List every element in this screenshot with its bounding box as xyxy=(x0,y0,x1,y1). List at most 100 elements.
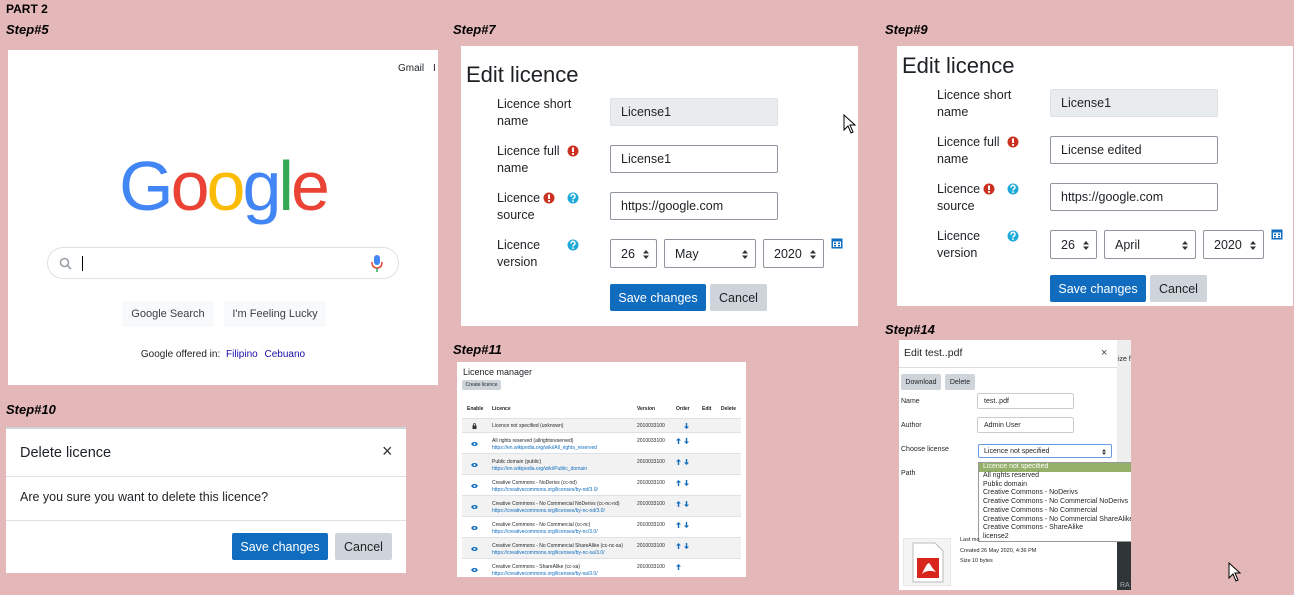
logo-letter: G xyxy=(119,147,173,225)
licence-url[interactable]: https://en.wikipedia.org/wiki/Public_dom… xyxy=(492,466,588,472)
info-label: Size xyxy=(960,558,971,564)
google-search-button[interactable]: Google Search xyxy=(122,301,214,327)
order-arrows[interactable] xyxy=(676,423,692,429)
select-value: 26 xyxy=(1061,237,1075,252)
save-button[interactable]: Save changes xyxy=(610,284,706,311)
mouse-cursor xyxy=(843,114,857,134)
language-link[interactable]: Cebuano xyxy=(264,349,306,360)
search-box[interactable] xyxy=(47,247,399,279)
date-select[interactable]: 2020 xyxy=(763,239,824,268)
order-arrows[interactable] xyxy=(676,522,692,528)
top-link[interactable]: I xyxy=(433,63,436,74)
text-input[interactable]: https://google.com xyxy=(1050,183,1218,211)
caret xyxy=(82,256,83,271)
licence-version: 2010033100 xyxy=(637,438,665,444)
logo-letter: o xyxy=(170,147,210,225)
header: PART 2 xyxy=(6,2,48,16)
license-option[interactable]: Creative Commons - No Commercial NoDeriv… xyxy=(983,498,1129,505)
date-select[interactable]: 26 xyxy=(1050,230,1097,259)
licence-url[interactable]: https://creativecommons.org/licenses/by-… xyxy=(492,571,598,577)
logo-letter: o xyxy=(206,147,246,225)
divider xyxy=(899,367,1117,368)
field-label: Licence version xyxy=(937,229,981,260)
save-button[interactable]: Save changes xyxy=(232,533,328,560)
licence-url[interactable]: https://en.wikipedia.org/wiki/All_rights… xyxy=(492,445,598,451)
close-button[interactable]: × xyxy=(1101,347,1108,359)
text-input: License1 xyxy=(610,98,778,126)
date-select[interactable]: 2020 xyxy=(1203,230,1264,259)
create-button[interactable]: Create licence xyxy=(462,380,501,390)
eye-icon[interactable] xyxy=(471,462,478,468)
date-select[interactable]: 26 xyxy=(610,239,657,268)
language-link[interactable]: Filipino xyxy=(226,349,258,360)
text-input: License1 xyxy=(1050,89,1218,117)
logo-letter: e xyxy=(290,147,330,225)
order-arrows[interactable] xyxy=(676,501,692,507)
licence-url[interactable]: https://creativecommons.org/licenses/by-… xyxy=(492,550,605,556)
text-input[interactable]: License1 xyxy=(610,145,778,173)
text-input[interactable]: test..pdf xyxy=(977,393,1074,409)
step-label: Step#11 xyxy=(453,342,502,357)
licence-url[interactable]: https://creativecommons.org/licenses/by-… xyxy=(492,487,598,493)
lucky-button[interactable]: I'm Feeling Lucky xyxy=(224,301,326,327)
order-arrows[interactable] xyxy=(676,543,692,549)
cancel-button[interactable]: Cancel xyxy=(710,284,767,311)
close-button[interactable]: × xyxy=(382,441,393,461)
order-arrows[interactable] xyxy=(676,564,692,570)
table-row: All rights reserved (allrightsreserved) h… xyxy=(462,432,741,454)
text-input[interactable]: License edited xyxy=(1050,136,1218,164)
table-row: Licence not specified (unknown) 201003310… xyxy=(462,418,741,433)
save-button[interactable]: Save changes xyxy=(1050,275,1146,302)
mouse-cursor xyxy=(1228,562,1242,582)
licence-url[interactable]: https://creativecommons.org/licenses/by-… xyxy=(492,508,605,514)
text-input[interactable]: Admin User xyxy=(977,417,1074,433)
column-header: Delete xyxy=(721,406,737,412)
license-option[interactable]: All rights reserved xyxy=(983,471,1040,479)
license-option[interactable]: Creative Commons - NoDerivs xyxy=(983,489,1078,497)
eye-icon[interactable] xyxy=(471,546,478,552)
licence-version: 2010033100 xyxy=(637,543,665,549)
license-option[interactable]: Creative Commons - No Commercial ShareAl… xyxy=(983,515,1131,523)
field-label: Licence full name xyxy=(497,144,560,175)
select-value: 2020 xyxy=(774,246,802,261)
eye-icon[interactable] xyxy=(471,441,478,447)
select-value: Licence not specified xyxy=(984,447,1050,455)
select-arrow xyxy=(1182,241,1188,250)
order-arrows[interactable] xyxy=(676,438,692,444)
step-label: Step#5 xyxy=(6,22,49,37)
eye-icon[interactable] xyxy=(471,567,478,573)
licence-name: Creative Commons - No Commercial ShareAl… xyxy=(492,543,623,549)
form-title: Edit licence xyxy=(902,53,1015,78)
license-option[interactable]: Public domain xyxy=(983,480,1027,488)
eye-icon[interactable] xyxy=(471,525,478,531)
field-label: Licence version xyxy=(497,238,541,269)
select-value: 26 xyxy=(621,246,635,261)
license-option[interactable]: license2 xyxy=(983,533,1009,540)
mic-icon[interactable] xyxy=(371,255,383,272)
cancel-button[interactable]: Cancel xyxy=(1150,275,1207,302)
date-select[interactable]: April xyxy=(1104,230,1196,259)
order-arrows[interactable] xyxy=(676,480,692,486)
order-arrows[interactable] xyxy=(676,459,692,465)
top-link[interactable]: Gmail xyxy=(398,63,425,74)
cancel-button[interactable]: Cancel xyxy=(335,533,392,560)
side-text: ize f xyxy=(1118,356,1131,363)
eye-icon[interactable] xyxy=(471,483,478,489)
licence-url[interactable]: https://creativecommons.org/licenses/by-… xyxy=(492,529,598,535)
download-button[interactable]: Download xyxy=(901,374,941,390)
eye-icon[interactable] xyxy=(471,504,478,510)
license-option[interactable]: Licence not specified xyxy=(979,463,1131,472)
dialog-title: Delete licence xyxy=(20,445,112,461)
license-option[interactable]: Creative Commons - No Commercial xyxy=(983,506,1098,514)
text-input[interactable]: https://google.com xyxy=(610,192,778,220)
delete-dialog: Delete licence × Are you sure you want t… xyxy=(6,427,406,573)
table-row: Creative Commons - No Commercial (cc-nc)… xyxy=(462,516,741,538)
delete-button[interactable]: Delete xyxy=(945,374,975,390)
date-select[interactable]: May xyxy=(664,239,756,268)
calendar-icon[interactable] xyxy=(1271,228,1283,240)
calendar-icon[interactable] xyxy=(831,237,843,249)
info-value: 26 May 2020, 4:36 PM xyxy=(981,547,1037,554)
select-value: May xyxy=(675,246,699,261)
license-option[interactable]: Creative Commons - ShareAlike xyxy=(983,524,1083,532)
license-select[interactable]: Licence not specified xyxy=(978,444,1112,458)
